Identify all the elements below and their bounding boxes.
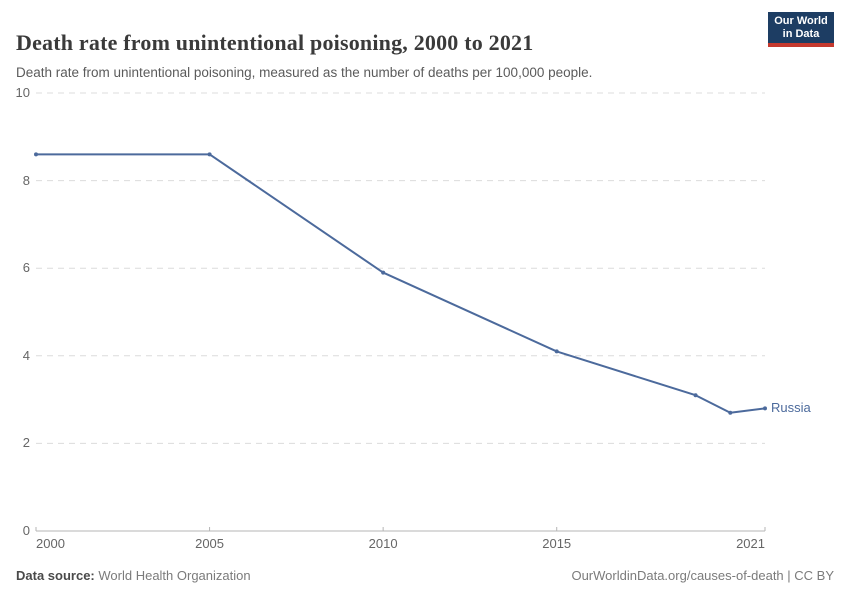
owid-logo[interactable]: Our World in Data: [768, 12, 834, 47]
owid-logo-line2: in Data: [782, 28, 820, 40]
x-tick-label: 2015: [542, 536, 572, 551]
series-entity-label[interactable]: Russia: [771, 400, 811, 416]
data-point-marker: [728, 410, 733, 415]
x-tick-label: 2005: [195, 536, 225, 551]
y-tick-label: 2: [22, 435, 30, 451]
credit-link[interactable]: OurWorldinData.org/causes-of-death | CC …: [571, 568, 834, 583]
y-tick-label: 10: [15, 85, 30, 100]
data-point-marker: [34, 152, 38, 157]
y-tick-label: 8: [22, 172, 30, 188]
data-point-marker: [693, 393, 698, 398]
chart-subtitle: Death rate from unintentional poisoning,…: [16, 64, 593, 80]
data-point-marker: [763, 406, 767, 411]
chart-title: Death rate from unintentional poisoning,…: [16, 29, 534, 55]
data-source-label: Data source:: [16, 568, 95, 583]
x-tick-label: 2021: [736, 536, 765, 551]
owid-logo-redbar: [768, 43, 834, 47]
data-point-marker: [554, 349, 559, 354]
owid-logo-line1: Our World: [774, 15, 828, 27]
x-tick-label: 2000: [36, 536, 65, 551]
y-tick-label: 6: [22, 260, 30, 276]
series-line: [35, 153, 766, 414]
data-source-note: Data source: World Health Organization: [16, 568, 251, 583]
data-point-marker: [381, 270, 386, 275]
y-tick-label: 4: [22, 347, 30, 363]
data-point-marker: [207, 152, 212, 157]
x-tick-label: 2010: [368, 536, 398, 551]
data-source-value: World Health Organization: [98, 568, 251, 583]
chart-footer: Data source: World Health Organization O…: [16, 568, 834, 583]
owid-logo-text: Our World in Data: [768, 12, 834, 43]
y-tick-label: 0: [22, 523, 30, 538]
